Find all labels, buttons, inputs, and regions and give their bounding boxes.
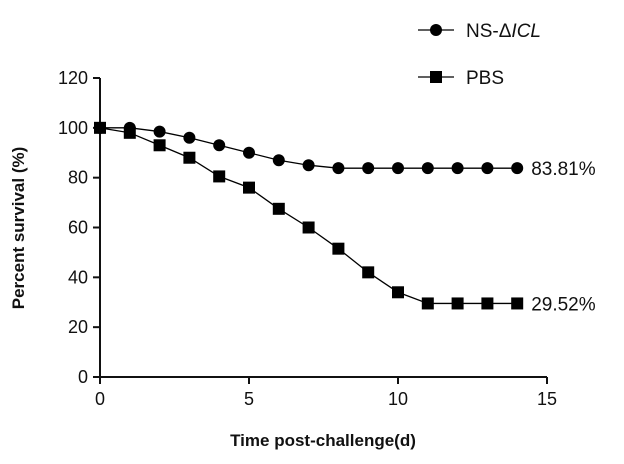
y-tick-label: 100 xyxy=(58,118,88,138)
legend-label: PBS xyxy=(466,68,504,89)
data-point-circle xyxy=(183,131,196,144)
data-point-circle xyxy=(392,162,404,175)
data-point-square xyxy=(332,242,345,255)
axes: 0 20 40 60 80 100 120 0 5 10 15 xyxy=(58,68,557,409)
data-point-circle xyxy=(511,162,524,175)
data-point-square xyxy=(302,221,315,234)
data-point-circle xyxy=(362,162,375,175)
data-point-square xyxy=(213,170,226,183)
series-ns-icl: 83.81% xyxy=(94,121,596,180)
y-tick-label: 80 xyxy=(68,168,88,188)
data-point-circle xyxy=(332,162,345,175)
x-tick-label: 10 xyxy=(388,389,408,409)
data-point-circle xyxy=(272,154,285,167)
y-axis-title: Percent survival (%) xyxy=(9,147,28,310)
legend-circle-marker xyxy=(430,24,442,36)
x-axis-title: Time post-challenge(d) xyxy=(230,431,416,450)
data-point-square xyxy=(392,286,404,299)
legend-square-marker xyxy=(430,71,442,83)
data-point-circle xyxy=(243,146,255,159)
series-line xyxy=(99,127,518,305)
end-value-label: 29.52% xyxy=(531,294,596,315)
data-point-circle xyxy=(421,162,434,175)
data-point-square xyxy=(272,202,285,215)
data-point-square xyxy=(153,139,166,152)
legend-item-ns-icl: NS-ΔICL xyxy=(418,21,541,42)
end-value-label: 83.81% xyxy=(531,159,596,180)
data-point-square xyxy=(243,181,255,194)
x-tick-label: 0 xyxy=(95,389,105,409)
data-point-square xyxy=(451,297,464,310)
x-tick-label: 5 xyxy=(244,389,254,409)
y-tick-label: 120 xyxy=(58,68,88,88)
data-point-square xyxy=(481,297,494,310)
legend-item-pbs: PBS xyxy=(418,68,504,89)
legend-label: NS-ΔICL xyxy=(466,21,541,42)
data-point-square xyxy=(511,297,524,310)
x-tick-label: 15 xyxy=(537,389,557,409)
series-layer: 83.81% 29.52% xyxy=(94,121,596,315)
data-point-square xyxy=(362,266,375,279)
data-point-circle xyxy=(213,139,226,152)
data-point-square xyxy=(123,126,136,139)
data-point-circle xyxy=(481,162,494,175)
data-point-square xyxy=(183,151,196,164)
series-pbs: 29.52% xyxy=(94,121,596,315)
data-point-circle xyxy=(451,162,464,175)
data-point-square xyxy=(94,121,106,134)
y-tick-label: 40 xyxy=(68,267,88,287)
y-tick-label: 20 xyxy=(68,317,88,337)
data-point-circle xyxy=(153,125,166,138)
y-tick-label: 60 xyxy=(68,218,88,238)
legend: NS-ΔICL PBS xyxy=(418,21,541,89)
data-point-circle xyxy=(302,159,315,172)
data-point-square xyxy=(421,297,434,310)
y-tick-label: 0 xyxy=(78,367,88,387)
